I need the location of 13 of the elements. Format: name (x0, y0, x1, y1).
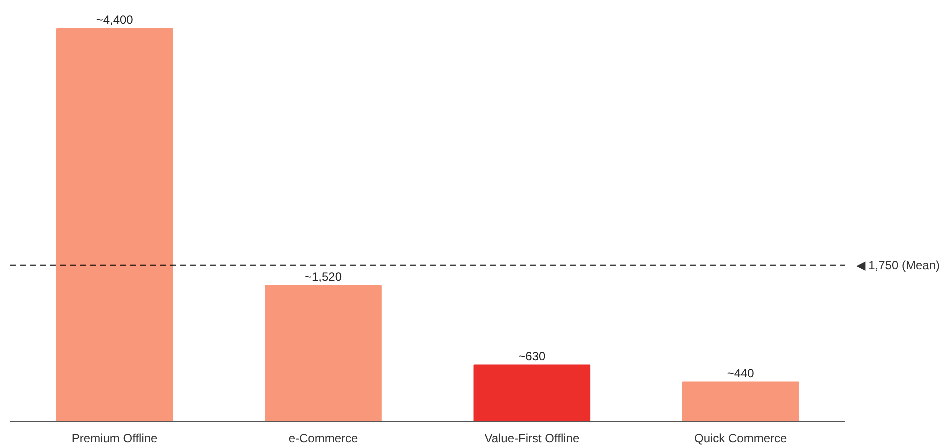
bar (56, 28, 174, 422)
bar (682, 382, 800, 422)
x-tick-label: Value-First Offline (484, 432, 580, 446)
data-label: ~440 (727, 366, 755, 380)
x-tick-label: Quick Commerce (694, 432, 788, 446)
x-tick-label: e-Commerce (288, 432, 358, 446)
bar (265, 285, 382, 422)
data-label: ~1,520 (304, 270, 342, 284)
ref-line-label: ◀ 1,750 (Mean) (856, 258, 940, 272)
x-tick-label: Premium Offline (72, 432, 158, 446)
data-label: ~630 (518, 349, 546, 364)
data-label: ~4,400 (96, 13, 134, 28)
bar (474, 364, 591, 422)
